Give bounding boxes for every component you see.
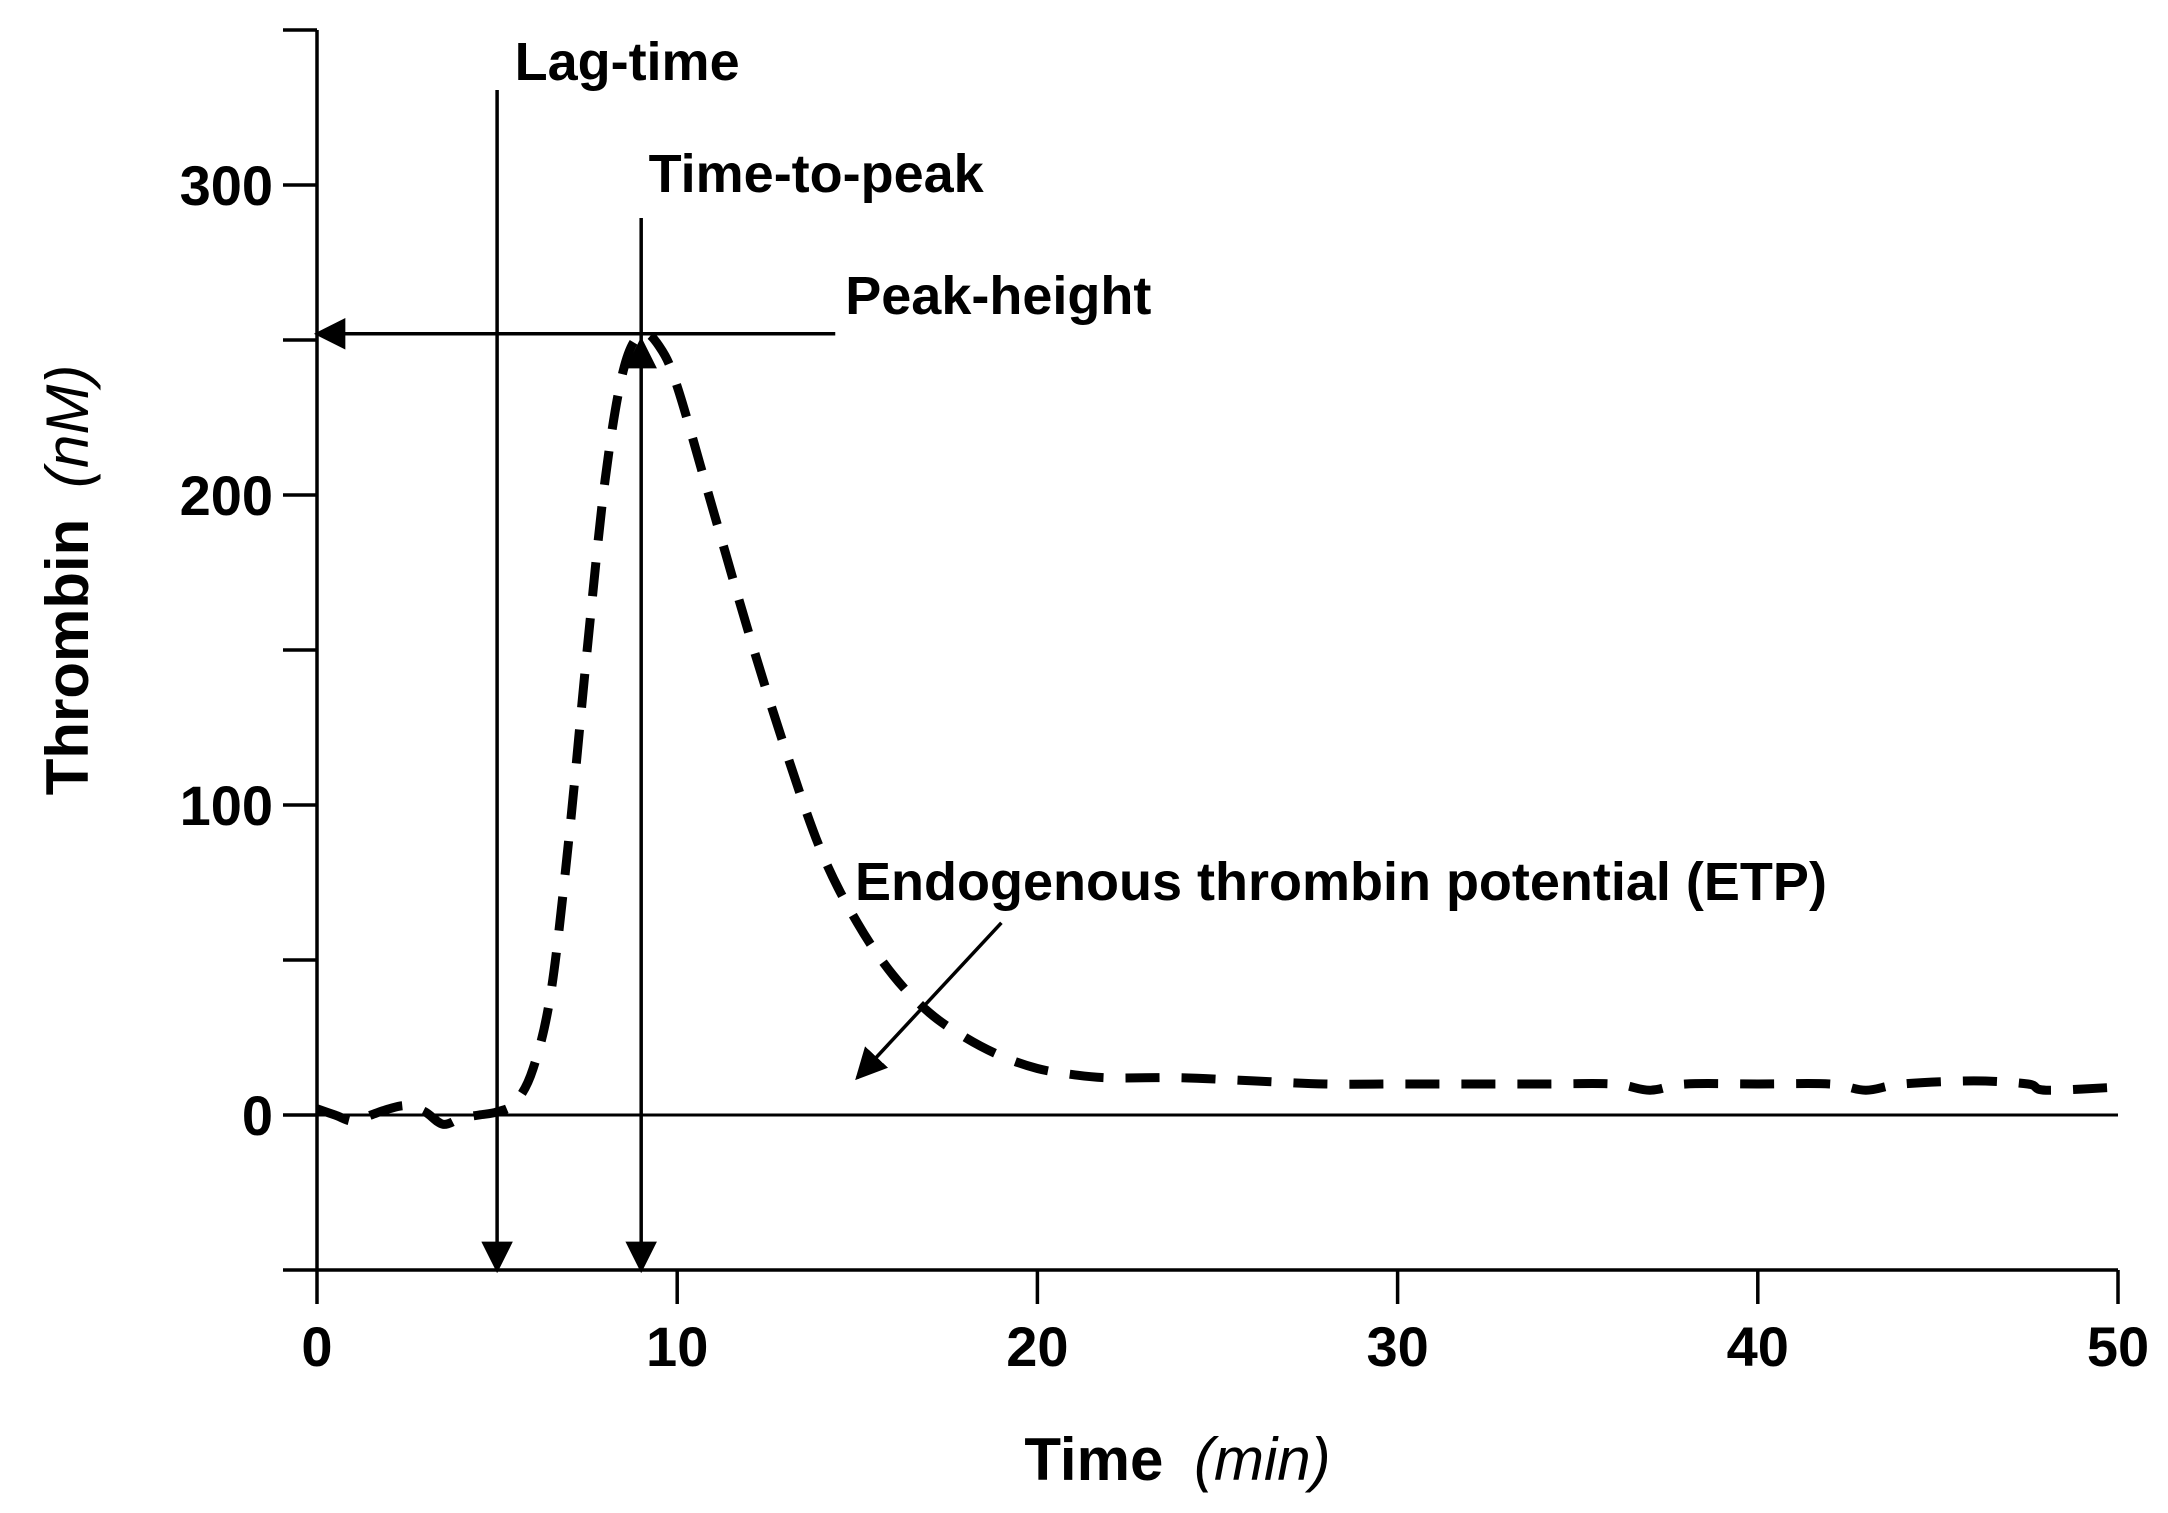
y-tick-label: 300 (180, 154, 273, 217)
time-to-peak-label: Time-to-peak (649, 144, 985, 204)
x-axis-title: Time (min) (1024, 1426, 1330, 1493)
x-axis-title-main: Time (1024, 1426, 1163, 1493)
x-ticks: 0 10 20 30 40 50 (301, 1270, 2149, 1378)
y-tick-label: 0 (242, 1084, 273, 1147)
y-axis-title-unit: (nM) (34, 365, 101, 488)
peak-height-label: Peak-height (845, 266, 1151, 326)
x-tick-label: 20 (1006, 1315, 1068, 1378)
x-tick-label: 30 (1366, 1315, 1428, 1378)
y-axis-title: Thrombin (nM) (34, 365, 101, 796)
etp-arrow (855, 921, 1003, 1081)
annotations: Lag-time Time-to-peak Peak-height Endoge… (313, 32, 1827, 1274)
x-axis-title-unit: (min) (1194, 1426, 1331, 1493)
y-tick-label: 200 (180, 464, 273, 527)
y-tick-label: 100 (180, 774, 273, 837)
x-tick-label: 0 (301, 1315, 332, 1378)
thrombin-curve (315, 328, 2119, 1129)
lag-time-label: Lag-time (515, 32, 740, 92)
y-ticks: 0 100 200 300 (180, 28, 317, 1272)
y-axis-title-main: Thrombin (34, 519, 101, 796)
etp-label: Endogenous thrombin potential (ETP) (855, 852, 1827, 912)
series-layer (315, 328, 2119, 1129)
x-tick-label: 10 (646, 1315, 708, 1378)
x-tick-label: 40 (1727, 1315, 1789, 1378)
x-tick-label: 50 (2087, 1315, 2149, 1378)
